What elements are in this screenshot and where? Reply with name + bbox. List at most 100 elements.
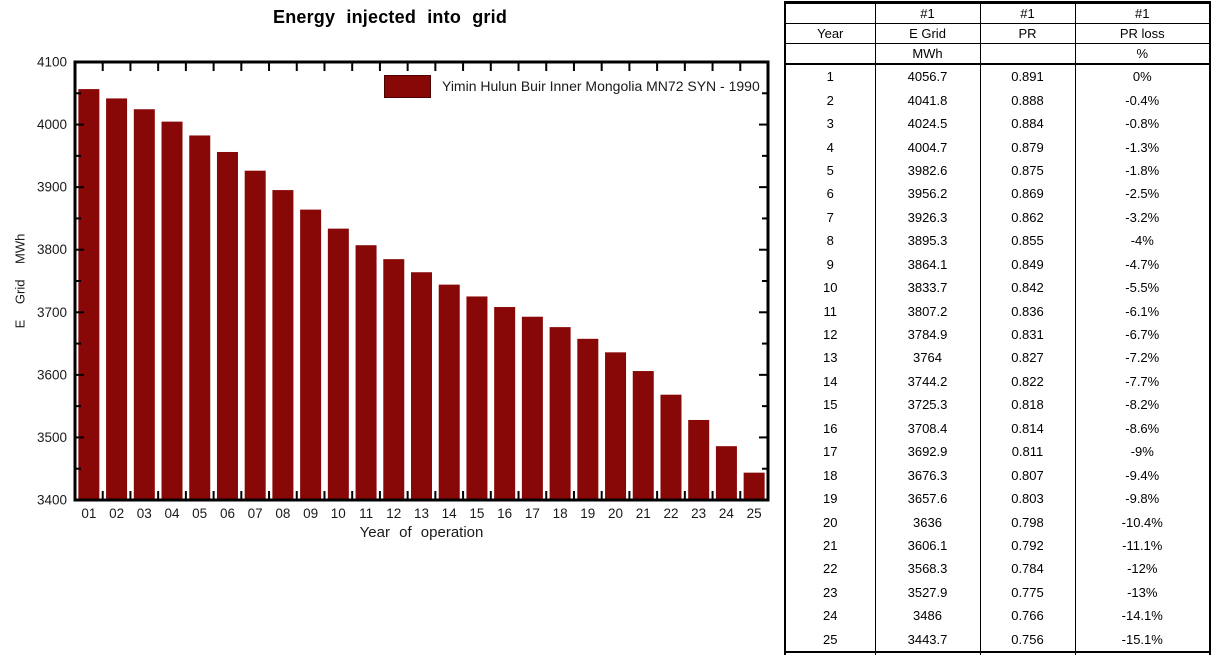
bar xyxy=(355,245,377,500)
bar xyxy=(521,316,543,500)
table-cell: 3744.2 xyxy=(874,369,981,394)
table-row: 23 3527.9 0.775 -13% xyxy=(786,580,1209,605)
table-header-cell: PR xyxy=(979,23,1076,44)
x-tick-label: 18 xyxy=(553,506,568,521)
x-tick-label: 07 xyxy=(248,506,263,521)
table-row: 12 3784.9 0.831 -6.7% xyxy=(786,322,1209,347)
x-tick-label: 06 xyxy=(220,506,235,521)
table-cell: 8 xyxy=(786,229,876,253)
x-tick-label: 17 xyxy=(525,506,540,521)
table-cell: 4004.7 xyxy=(874,135,981,159)
table-header-cell: MWh xyxy=(874,43,981,65)
table-header-row: MWh% xyxy=(786,43,1209,65)
table-cell: 3692.9 xyxy=(874,440,981,464)
table-cell: 0.798 xyxy=(979,510,1076,534)
y-tick-label: 3800 xyxy=(37,242,67,257)
table-cell: -4.7% xyxy=(1074,252,1209,276)
table-header-cell xyxy=(979,43,1076,65)
table-cell: 0.855 xyxy=(979,229,1076,253)
table-cell: 5 xyxy=(786,158,876,183)
bar xyxy=(383,259,405,500)
bar xyxy=(632,371,654,500)
table-filler-row xyxy=(786,651,1209,655)
x-tick-label: 24 xyxy=(719,506,735,521)
table-cell: 3657.6 xyxy=(874,486,981,511)
x-tick-label: 01 xyxy=(81,506,96,521)
y-axis-labels: 3400 3500 3600 3700 3800 3900 4000 4100 xyxy=(37,55,67,508)
table-cell: 0.827 xyxy=(979,346,1076,370)
x-tick-label: 15 xyxy=(469,506,484,521)
table-row: 9 3864.1 0.849 -4.7% xyxy=(786,252,1209,276)
table-cell: 3606.1 xyxy=(874,533,981,558)
table-row: 2 4041.8 0.888 -0.4% xyxy=(786,88,1209,112)
table-cell: 3807.2 xyxy=(874,299,981,323)
table-cell: 3676.3 xyxy=(874,463,981,487)
table-cell: -9% xyxy=(1074,440,1209,464)
table-row: 10 3833.7 0.842 -5.5% xyxy=(786,275,1209,300)
table-cell: 0.888 xyxy=(979,88,1076,112)
table-cell: 17 xyxy=(786,440,876,464)
table-cell: -6.1% xyxy=(1074,299,1209,323)
table-cell: 0.869 xyxy=(979,182,1076,206)
table-cell: 24 xyxy=(786,604,876,628)
table-cell: 0.879 xyxy=(979,135,1076,159)
bar xyxy=(216,151,238,501)
bar xyxy=(743,472,765,500)
table-cell: -11.1% xyxy=(1074,533,1209,558)
results-table: #1 #1 #1 Year E Grid PR PR loss MWh% 1 4056.7 0.8… xyxy=(786,3,1209,655)
table-header-row: Year E Grid PR PR loss xyxy=(786,23,1209,44)
table-cell: 4024.5 xyxy=(874,111,981,136)
table-cell: 21 xyxy=(786,533,876,558)
table-cell: 25 xyxy=(786,627,876,653)
bar xyxy=(161,121,183,500)
bar xyxy=(78,89,100,500)
table-cell: -1.3% xyxy=(1074,135,1209,159)
table-row: 25 3443.7 0.756 -15.1% xyxy=(786,627,1209,653)
table-cell: 6 xyxy=(786,182,876,206)
bar xyxy=(660,394,682,500)
table-row: 1 4056.7 0.891 0% xyxy=(786,64,1209,89)
y-tick-label: 3700 xyxy=(37,305,67,320)
table-cell: -9.8% xyxy=(1074,486,1209,511)
table-cell: 18 xyxy=(786,463,876,487)
table-cell: 0.842 xyxy=(979,275,1076,300)
bar xyxy=(106,98,128,501)
y-axis-title: E Grid MWh xyxy=(12,233,28,329)
table-cell: 7 xyxy=(786,205,876,230)
bar xyxy=(688,419,710,500)
bar xyxy=(300,209,322,501)
x-tick-label: 12 xyxy=(386,506,401,521)
x-axis-labels: 01 02 03 04 05 06 07 08 09 10 11 12 13 14 15 16 17 18 19 20… xyxy=(81,506,761,521)
table-cell: 14 xyxy=(786,369,876,394)
bar xyxy=(327,228,349,500)
table-row: 17 3692.9 0.811 -9% xyxy=(786,440,1209,464)
table-cell: 0.811 xyxy=(979,440,1076,464)
table-cell: -4% xyxy=(1074,229,1209,253)
table-cell: 0.862 xyxy=(979,205,1076,230)
table-cell: 0.807 xyxy=(979,463,1076,487)
table-cell: 0.756 xyxy=(979,627,1076,653)
table-cell: 0.818 xyxy=(979,393,1076,417)
x-tick-label: 19 xyxy=(580,506,595,521)
bar xyxy=(715,446,737,500)
table-cell: -6.7% xyxy=(1074,322,1209,347)
bar xyxy=(605,352,627,500)
table-header-cell: E Grid xyxy=(874,23,981,44)
y-tick-label: 3900 xyxy=(37,180,67,195)
table-cell: 0.784 xyxy=(979,557,1076,581)
y-tick-label: 3400 xyxy=(37,493,67,508)
x-tick-label: 21 xyxy=(636,506,651,521)
x-tick-label: 08 xyxy=(275,506,290,521)
table-cell: 4 xyxy=(786,135,876,159)
table-cell: 3982.6 xyxy=(874,158,981,183)
table-cell: -15.1% xyxy=(1074,627,1209,653)
table-cell: 22 xyxy=(786,557,876,581)
bar xyxy=(272,190,294,500)
x-tick-label: 20 xyxy=(608,506,623,521)
table-cell: 0.792 xyxy=(979,533,1076,558)
table-cell: 0.814 xyxy=(979,416,1076,440)
bar xyxy=(466,296,488,500)
table-header-cell: PR loss xyxy=(1074,23,1209,44)
x-tick-label: 23 xyxy=(691,506,706,521)
table-filler-cell xyxy=(1074,651,1209,655)
